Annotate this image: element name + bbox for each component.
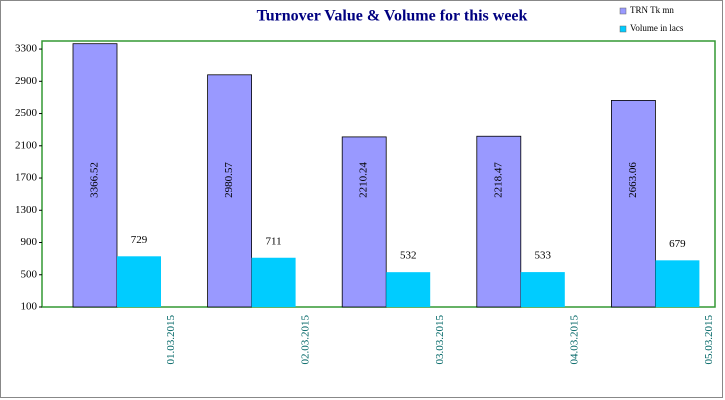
legend-label: Volume in lacs — [630, 23, 684, 33]
data-label: 679 — [669, 238, 686, 250]
x-tick-label: 05.03.2015 — [703, 315, 715, 365]
bar — [72, 43, 118, 308]
bar — [655, 260, 700, 307]
bar — [341, 136, 387, 308]
bar — [520, 272, 565, 307]
legend-label: TRN Tk mn — [630, 5, 674, 15]
data-label: 2210.24 — [358, 162, 370, 198]
y-tick-label: 500 — [21, 268, 38, 280]
data-label: 729 — [131, 234, 148, 246]
bar — [251, 257, 296, 307]
bar — [386, 272, 431, 307]
data-label: 2218.47 — [492, 162, 504, 198]
x-tick-label: 01.03.2015 — [165, 315, 177, 365]
x-tick-label: 04.03.2015 — [569, 315, 581, 365]
chart-title: Turnover Value & Volume for this week — [257, 8, 528, 25]
x-tick-label: 03.03.2015 — [434, 315, 446, 365]
data-label: 532 — [400, 250, 417, 262]
data-label: 711 — [266, 235, 282, 247]
bar — [476, 135, 522, 308]
x-tick-label: 02.03.2015 — [299, 315, 311, 365]
y-tick-label: 3300 — [15, 43, 38, 55]
y-tick-label: 900 — [21, 236, 38, 248]
legend-swatch — [619, 25, 627, 33]
y-tick-label: 2500 — [15, 107, 38, 119]
legend-swatch — [619, 7, 627, 15]
y-tick-label: 2100 — [15, 139, 38, 151]
bar — [611, 100, 656, 308]
data-label: 3366.52 — [89, 162, 101, 198]
y-tick-label: 1300 — [15, 204, 38, 216]
y-tick-label: 1700 — [15, 172, 38, 184]
y-tick-label: 100 — [21, 301, 38, 313]
bar — [207, 74, 253, 308]
data-label: 2663.06 — [627, 162, 639, 198]
data-label: 533 — [535, 250, 552, 262]
bar — [117, 256, 161, 307]
data-label: 2980.57 — [223, 162, 235, 198]
y-tick-label: 2900 — [15, 75, 38, 87]
